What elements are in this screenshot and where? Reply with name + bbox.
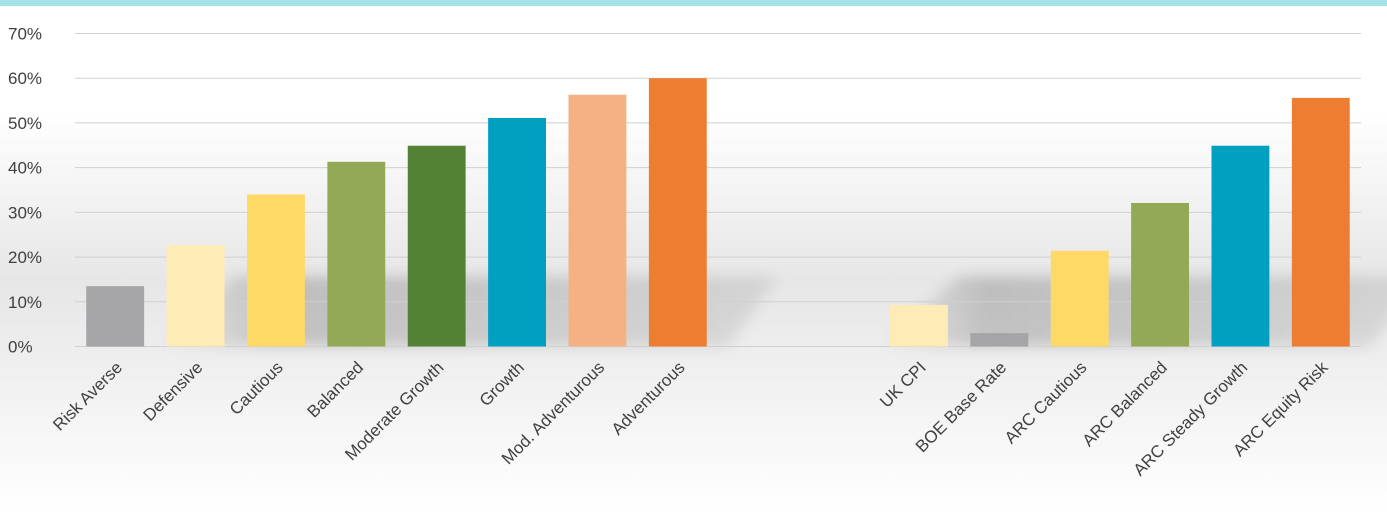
x-tick-label: Cautious (226, 358, 287, 419)
x-tick-label: Defensive (139, 358, 206, 425)
x-tick-label: Growth (476, 358, 528, 410)
y-tick-label: 20% (8, 248, 42, 267)
x-tick-label: Balanced (304, 358, 368, 422)
bar (247, 194, 305, 347)
bar (1211, 145, 1270, 347)
y-axis-ticks: 0% 10% 20% 30% 40% 50% 60% 70% (8, 25, 42, 357)
bar (890, 304, 948, 347)
bar (568, 94, 627, 347)
y-tick-label: 60% (8, 69, 42, 88)
x-tick-label: ARC Cautious (1001, 358, 1091, 448)
y-tick-label: 70% (8, 25, 42, 44)
top-accent-band (0, 0, 1387, 6)
bar (1050, 250, 1109, 347)
bar (970, 333, 1029, 347)
bar (166, 244, 225, 347)
bar (1131, 202, 1189, 347)
bar (327, 161, 386, 347)
bars (86, 78, 1350, 347)
bar (1291, 97, 1350, 347)
x-tick-label: ARC Balanced (1079, 358, 1171, 450)
bar (648, 78, 707, 347)
y-tick-label: 10% (8, 293, 42, 312)
bar (407, 145, 466, 347)
bar (488, 118, 546, 347)
x-tick-label: UK CPI (876, 358, 930, 412)
x-tick-label: Risk Averse (49, 358, 126, 435)
bar (86, 286, 145, 347)
y-tick-label: 40% (8, 159, 42, 178)
y-tick-label: 0% (8, 338, 33, 357)
y-tick-label: 30% (8, 203, 42, 222)
x-axis-labels: Risk Averse Defensive Cautious BalancedMode… (49, 358, 1332, 480)
y-tick-label: 50% (8, 114, 42, 133)
x-tick-label: Adventurous (608, 358, 689, 439)
